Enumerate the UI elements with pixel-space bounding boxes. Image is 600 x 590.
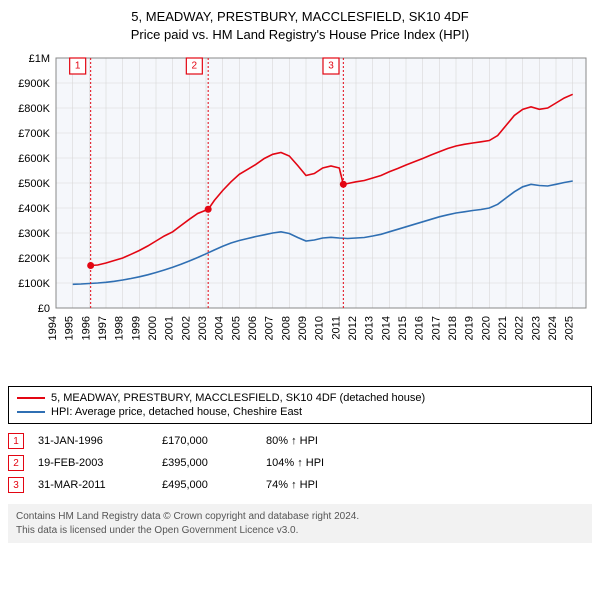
- sales-pct: 104% ↑ HPI: [266, 457, 324, 469]
- footer-line-2: This data is licensed under the Open Gov…: [16, 524, 584, 538]
- svg-text:2018: 2018: [447, 316, 459, 340]
- svg-text:2014: 2014: [380, 316, 392, 340]
- sales-marker-box: 3: [8, 477, 24, 493]
- sales-row: 1 31-JAN-1996 £170,000 80% ↑ HPI: [8, 430, 592, 452]
- footer-line-1: Contains HM Land Registry data © Crown c…: [16, 510, 584, 524]
- svg-text:1998: 1998: [114, 316, 126, 340]
- svg-text:£900K: £900K: [18, 78, 50, 90]
- legend: 5, MEADWAY, PRESTBURY, MACCLESFIELD, SK1…: [8, 386, 592, 424]
- chart-container: £0 £100K £200K £300K £400K £500K £600K £700K £80…: [8, 50, 592, 380]
- svg-text:2001: 2001: [164, 316, 176, 340]
- sales-pct: 80% ↑ HPI: [266, 435, 318, 447]
- legend-swatch: [17, 411, 45, 413]
- svg-text:2011: 2011: [330, 316, 342, 340]
- svg-text:2007: 2007: [264, 316, 276, 340]
- sales-date: 19-FEB-2003: [38, 457, 148, 469]
- svg-text:1995: 1995: [64, 316, 76, 340]
- sales-marker-box: 2: [8, 455, 24, 471]
- sales-row: 3 31-MAR-2011 £495,000 74% ↑ HPI: [8, 474, 592, 496]
- svg-text:£600K: £600K: [18, 153, 50, 165]
- svg-text:£500K: £500K: [18, 178, 50, 190]
- svg-text:1996: 1996: [80, 316, 92, 340]
- legend-row: 5, MEADWAY, PRESTBURY, MACCLESFIELD, SK1…: [17, 391, 583, 405]
- title-line-1: 5, MEADWAY, PRESTBURY, MACCLESFIELD, SK1…: [8, 8, 592, 26]
- svg-text:2013: 2013: [364, 316, 376, 340]
- svg-text:2023: 2023: [530, 316, 542, 340]
- svg-text:£100K: £100K: [18, 278, 50, 290]
- svg-text:2012: 2012: [347, 316, 359, 340]
- svg-text:£0: £0: [38, 303, 50, 315]
- svg-text:2016: 2016: [414, 316, 426, 340]
- svg-text:£800K: £800K: [18, 103, 50, 115]
- sales-price: £495,000: [162, 479, 252, 491]
- svg-text:1999: 1999: [130, 316, 142, 340]
- svg-text:£200K: £200K: [18, 253, 50, 265]
- svg-text:2002: 2002: [180, 316, 192, 340]
- svg-text:1997: 1997: [97, 316, 109, 340]
- svg-text:2005: 2005: [230, 316, 242, 340]
- svg-text:1994: 1994: [47, 316, 59, 340]
- sales-table: 1 31-JAN-1996 £170,000 80% ↑ HPI 2 19-FEB-200…: [8, 430, 592, 496]
- svg-text:2009: 2009: [297, 316, 309, 340]
- title-line-2: Price paid vs. HM Land Registry's House …: [8, 26, 592, 44]
- svg-text:2022: 2022: [514, 316, 526, 340]
- svg-text:2010: 2010: [314, 316, 326, 340]
- sales-price: £170,000: [162, 435, 252, 447]
- svg-text:2: 2: [192, 61, 198, 72]
- sales-price: £395,000: [162, 457, 252, 469]
- svg-text:2008: 2008: [280, 316, 292, 340]
- svg-text:2006: 2006: [247, 316, 259, 340]
- sales-date: 31-MAR-2011: [38, 479, 148, 491]
- svg-text:2000: 2000: [147, 316, 159, 340]
- sales-date: 31-JAN-1996: [38, 435, 148, 447]
- chart-title-block: 5, MEADWAY, PRESTBURY, MACCLESFIELD, SK1…: [8, 8, 592, 44]
- svg-text:£1M: £1M: [29, 53, 50, 65]
- legend-row: HPI: Average price, detached house, Ches…: [17, 405, 583, 419]
- sales-row: 2 19-FEB-2003 £395,000 104% ↑ HPI: [8, 452, 592, 474]
- svg-text:1: 1: [75, 61, 81, 72]
- svg-text:2004: 2004: [214, 316, 226, 340]
- footer-attribution: Contains HM Land Registry data © Crown c…: [8, 504, 592, 543]
- svg-text:3: 3: [328, 61, 334, 72]
- sales-marker-box: 1: [8, 433, 24, 449]
- svg-text:2003: 2003: [197, 316, 209, 340]
- svg-text:£400K: £400K: [18, 203, 50, 215]
- svg-text:2017: 2017: [430, 316, 442, 340]
- svg-text:2020: 2020: [480, 316, 492, 340]
- sales-pct: 74% ↑ HPI: [266, 479, 318, 491]
- legend-label: HPI: Average price, detached house, Ches…: [51, 406, 302, 418]
- legend-label: 5, MEADWAY, PRESTBURY, MACCLESFIELD, SK1…: [51, 392, 425, 404]
- svg-text:2021: 2021: [497, 316, 509, 340]
- line-chart: £0 £100K £200K £300K £400K £500K £600K £700K £80…: [8, 50, 592, 380]
- svg-text:2024: 2024: [547, 316, 559, 340]
- legend-swatch: [17, 397, 45, 399]
- svg-text:£300K: £300K: [18, 228, 50, 240]
- svg-text:2019: 2019: [464, 316, 476, 340]
- svg-text:£700K: £700K: [18, 128, 50, 140]
- svg-text:2015: 2015: [397, 316, 409, 340]
- svg-text:2025: 2025: [564, 316, 576, 340]
